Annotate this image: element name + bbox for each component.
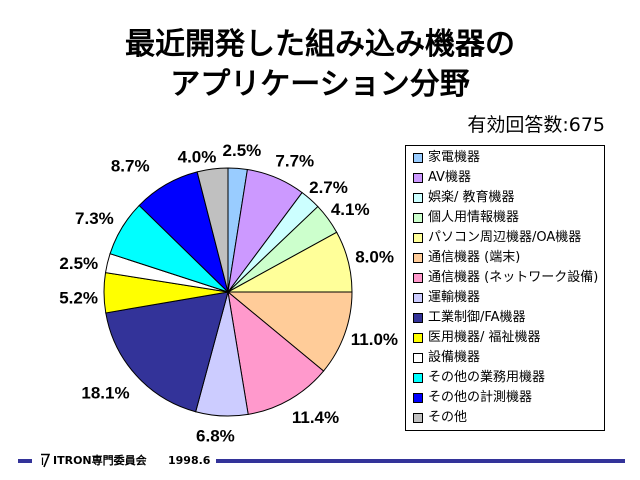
- legend-label: その他の計測機器: [428, 390, 533, 405]
- legend-item: 設備機器: [406, 348, 604, 368]
- legend-swatch: [413, 253, 423, 263]
- legend-item: パソコン周辺機器/OA機器: [406, 228, 604, 248]
- legend-item: 個人用情報機器: [406, 208, 604, 228]
- pie-data-label: 7.7%: [275, 152, 314, 171]
- pie-slice: [105, 291, 229, 413]
- slide-title: 最近開発した組み込み機器の アプリケーション分野: [125, 27, 515, 102]
- legend-swatch: [413, 273, 423, 283]
- legend-item: その他の業務用機器: [406, 368, 604, 388]
- legend-item: 工業制御/FA機器: [406, 308, 604, 328]
- legend-label: 娯楽/ 教育機器: [428, 190, 515, 205]
- legend-swatch: [413, 153, 423, 163]
- pie-data-label: 6.8%: [196, 426, 235, 445]
- legend-item: その他の計測機器: [406, 388, 604, 408]
- legend-swatch: [413, 413, 423, 423]
- footer-date: 1998.6: [168, 454, 211, 467]
- legend-swatch: [413, 213, 423, 223]
- legend-label: パソコン周辺機器/OA機器: [428, 230, 582, 245]
- legend-swatch: [413, 293, 423, 303]
- pie-data-label: 2.7%: [309, 178, 348, 197]
- legend-label: 運輸機器: [428, 290, 481, 305]
- legend-swatch: [413, 353, 423, 363]
- legend-swatch: [413, 333, 423, 343]
- pie-data-label: 4.0%: [178, 148, 217, 167]
- legend-item: その他: [406, 408, 604, 428]
- legend-item: 通信機器 (端末): [406, 248, 604, 268]
- pie-data-label: 11.0%: [351, 330, 398, 349]
- pie-data-label: 18.1%: [81, 384, 129, 403]
- legend-item: AV機器: [406, 168, 604, 188]
- legend-label: 通信機器 (端末): [428, 250, 521, 265]
- pie-data-label: 4.1%: [331, 200, 370, 219]
- footer-organization: ITRON専門委員会: [53, 454, 147, 467]
- pie-slices: [103, 167, 353, 417]
- legend-item: 娯楽/ 教育機器: [406, 188, 604, 208]
- legend-swatch: [413, 313, 423, 323]
- legend-swatch: [413, 173, 423, 183]
- legend-item: 医用機器/ 福祉機器: [406, 328, 604, 348]
- pie-data-label: 2.5%: [223, 141, 262, 160]
- pie-labels: 2.5% 7.7% 2.7% 4.1% 8.0% 11.0% 11.4% 6.8% 18.1% 5…: [59, 141, 398, 445]
- legend-label: 個人用情報機器: [428, 210, 520, 225]
- pie-data-label: 5.2%: [59, 288, 98, 307]
- legend-label: 通信機器 (ネットワーク設備): [428, 270, 599, 285]
- pie-slice: [227, 290, 325, 415]
- legend-label: 医用機器/ 福祉機器: [428, 330, 541, 345]
- footer-rule: [216, 459, 625, 463]
- pie-slice: [196, 167, 229, 293]
- legend-swatch: [413, 393, 423, 403]
- legend-label: その他: [428, 410, 468, 425]
- legend-label: 家電機器: [428, 150, 481, 165]
- itron-logo-icon: [41, 453, 50, 468]
- pie-data-label: 8.7%: [111, 156, 150, 175]
- legend-swatch: [413, 193, 423, 203]
- legend-item: 家電機器: [406, 148, 604, 168]
- legend-item: 通信機器 (ネットワーク設備): [406, 268, 604, 288]
- legend-swatch: [413, 373, 423, 383]
- legend-swatch: [413, 233, 423, 243]
- pie-data-label: 11.4%: [292, 408, 339, 427]
- legend-label: 設備機器: [428, 350, 481, 365]
- pie-data-label: 2.5%: [59, 254, 98, 273]
- pie-slice: [226, 291, 353, 372]
- legend-item: 運輸機器: [406, 288, 604, 308]
- pie-data-label: 8.0%: [355, 248, 394, 267]
- legend-label: その他の業務用機器: [428, 370, 546, 385]
- chart-legend: 家電機器 AV機器 娯楽/ 教育機器 個人用情報機器 パソコン周辺機器/OA機器 通信機器…: [405, 145, 605, 431]
- legend-label: 工業制御/FA機器: [428, 310, 526, 325]
- response-count-label: 有効回答数:675: [467, 114, 605, 136]
- footer-rule: [18, 459, 32, 463]
- pie-data-label: 7.3%: [75, 209, 114, 228]
- legend-label: AV機器: [428, 170, 471, 185]
